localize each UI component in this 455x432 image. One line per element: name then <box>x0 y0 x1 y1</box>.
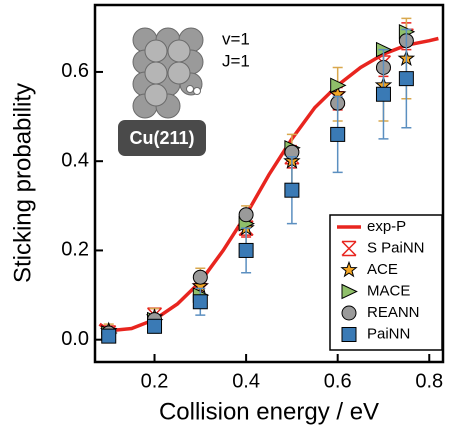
legend-label: exp-P <box>367 218 406 235</box>
annotation: v=1 <box>222 29 250 48</box>
marker <box>341 283 358 300</box>
marker <box>341 327 357 342</box>
cu-cluster <box>132 27 204 119</box>
x-tick-label: 0.8 <box>415 370 443 392</box>
x-tick-label: 0.6 <box>324 370 352 392</box>
label-box <box>118 120 206 156</box>
legend-label: REANN <box>367 304 420 321</box>
marker <box>238 242 254 258</box>
marker <box>238 207 254 223</box>
marker <box>340 260 358 278</box>
marker <box>330 77 347 94</box>
marker-x <box>341 240 357 257</box>
y-tick-label: 0.0 <box>61 328 89 350</box>
legend-label: ACE <box>367 261 398 278</box>
marker <box>101 328 117 344</box>
annotation: Cu(211) <box>129 128 194 148</box>
y-tick-label: 0.2 <box>61 239 89 261</box>
marker <box>398 71 414 87</box>
x-tick-label: 0.4 <box>232 370 260 392</box>
legend-label: PaiNN <box>367 325 410 342</box>
x-axis-label: Collision energy / eV <box>159 398 379 425</box>
marker <box>284 182 300 198</box>
legend-label: S PaiNN <box>367 239 425 256</box>
marker <box>375 86 391 102</box>
marker <box>147 318 163 334</box>
marker <box>341 305 357 321</box>
annotation: J=1 <box>222 51 250 70</box>
y-tick-label: 0.6 <box>61 60 89 82</box>
marker <box>341 240 357 257</box>
marker <box>192 294 208 310</box>
legend-label: MACE <box>367 282 410 299</box>
y-axis-label: Sticking probability <box>9 83 36 283</box>
plot-frame <box>93 3 445 364</box>
marker <box>192 269 208 285</box>
marker <box>330 126 346 142</box>
line <box>98 36 439 333</box>
y-tick-label: 0.4 <box>61 149 89 171</box>
x-tick-label: 0.2 <box>141 370 169 392</box>
